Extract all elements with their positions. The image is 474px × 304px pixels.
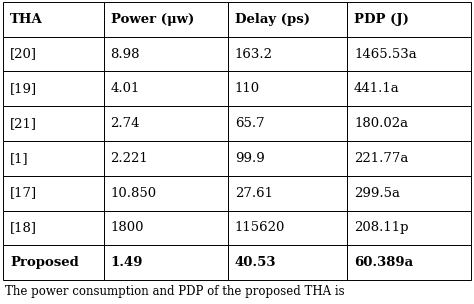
- Text: 10.850: 10.850: [110, 187, 157, 200]
- Text: THA: THA: [10, 13, 43, 26]
- Text: 163.2: 163.2: [235, 48, 273, 60]
- Bar: [347, 106, 471, 141]
- Text: 2.221: 2.221: [110, 152, 148, 165]
- Bar: [228, 2, 347, 37]
- Bar: [3, 210, 104, 245]
- Text: 2.74: 2.74: [110, 117, 140, 130]
- Text: 1465.53a: 1465.53a: [354, 48, 417, 60]
- Text: 60.389a: 60.389a: [354, 256, 413, 269]
- Text: 208.11p: 208.11p: [354, 221, 409, 234]
- Bar: [3, 2, 104, 37]
- Bar: [228, 141, 347, 176]
- Text: 1800: 1800: [110, 221, 144, 234]
- Text: 4.01: 4.01: [110, 82, 140, 95]
- Text: 1.49: 1.49: [110, 256, 143, 269]
- Text: 27.61: 27.61: [235, 187, 273, 200]
- Text: 110: 110: [235, 82, 260, 95]
- Bar: [104, 37, 228, 71]
- Text: [20]: [20]: [10, 48, 37, 60]
- Text: [1]: [1]: [10, 152, 28, 165]
- Text: 65.7: 65.7: [235, 117, 264, 130]
- Text: 8.98: 8.98: [110, 48, 140, 60]
- Bar: [228, 106, 347, 141]
- Bar: [3, 106, 104, 141]
- Bar: [104, 210, 228, 245]
- Bar: [3, 71, 104, 106]
- Text: PDP (J): PDP (J): [354, 13, 409, 26]
- Bar: [347, 176, 471, 210]
- Bar: [3, 141, 104, 176]
- Text: [18]: [18]: [10, 221, 37, 234]
- Bar: [104, 245, 228, 280]
- Bar: [347, 71, 471, 106]
- Text: 40.53: 40.53: [235, 256, 276, 269]
- Bar: [347, 210, 471, 245]
- Bar: [228, 210, 347, 245]
- Text: Delay (ps): Delay (ps): [235, 13, 310, 26]
- Bar: [104, 141, 228, 176]
- Bar: [347, 2, 471, 37]
- Text: 115620: 115620: [235, 221, 285, 234]
- Bar: [104, 176, 228, 210]
- Bar: [3, 245, 104, 280]
- Bar: [3, 176, 104, 210]
- Text: 99.9: 99.9: [235, 152, 264, 165]
- Text: 221.77a: 221.77a: [354, 152, 409, 165]
- Bar: [228, 37, 347, 71]
- Bar: [228, 176, 347, 210]
- Bar: [228, 71, 347, 106]
- Text: The power consumption and PDP of the proposed THA is: The power consumption and PDP of the pro…: [5, 285, 345, 298]
- Text: 180.02a: 180.02a: [354, 117, 408, 130]
- Bar: [104, 2, 228, 37]
- Text: [19]: [19]: [10, 82, 37, 95]
- Text: [17]: [17]: [10, 187, 37, 200]
- Bar: [347, 37, 471, 71]
- Bar: [104, 71, 228, 106]
- Bar: [228, 245, 347, 280]
- Text: 441.1a: 441.1a: [354, 82, 400, 95]
- Text: 299.5a: 299.5a: [354, 187, 400, 200]
- Bar: [104, 106, 228, 141]
- Text: Proposed: Proposed: [10, 256, 79, 269]
- Text: [21]: [21]: [10, 117, 37, 130]
- Bar: [347, 141, 471, 176]
- Bar: [3, 37, 104, 71]
- Text: Power (μw): Power (μw): [110, 13, 194, 26]
- Bar: [347, 245, 471, 280]
